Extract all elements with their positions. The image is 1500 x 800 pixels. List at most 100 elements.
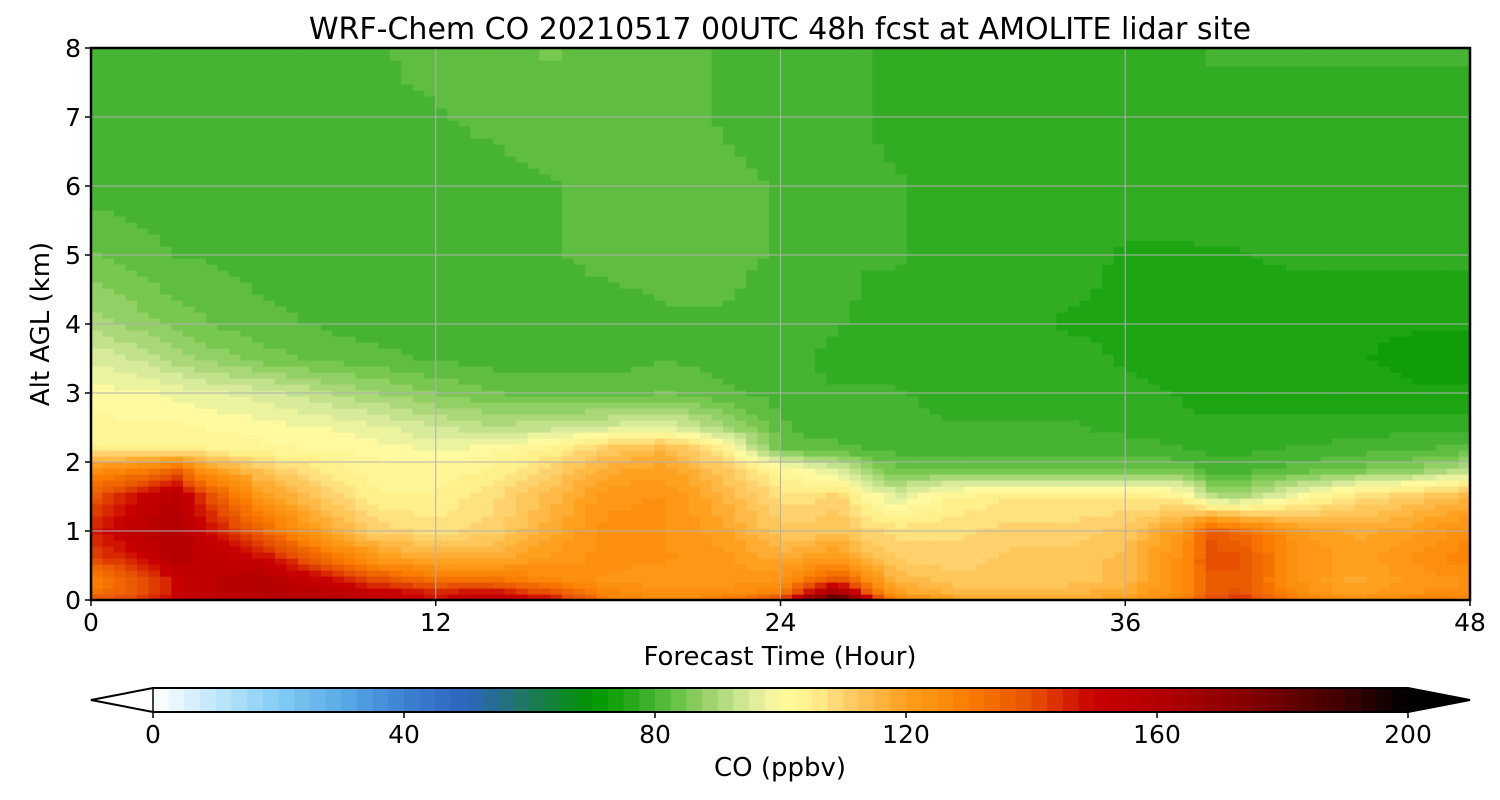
heatmap-cell [987, 516, 1000, 523]
heatmap-cell [1366, 492, 1379, 499]
heatmap-cell [1378, 432, 1391, 439]
heatmap-cell [91, 498, 104, 505]
heatmap-cell [769, 534, 782, 541]
heatmap-cell [780, 378, 793, 385]
heatmap-cell [711, 552, 724, 559]
heatmap-cell [320, 498, 333, 505]
heatmap-cell [573, 522, 586, 529]
heatmap-cell [918, 396, 931, 403]
heatmap-cell [688, 498, 701, 505]
heatmap-cell [1159, 516, 1172, 523]
heatmap-cell [470, 558, 483, 565]
heatmap-cell [688, 564, 701, 571]
heatmap-cell [1159, 420, 1172, 427]
heatmap-cell [642, 474, 655, 481]
heatmap-cell [1320, 426, 1333, 433]
heatmap-cell [1056, 522, 1069, 529]
heatmap-cell [286, 540, 299, 547]
heatmap-cell [504, 444, 517, 451]
heatmap-cell [573, 564, 586, 571]
heatmap-cell [217, 480, 230, 487]
heatmap-cell [1401, 510, 1414, 517]
heatmap-cell [723, 372, 736, 379]
heatmap-cell [1171, 444, 1184, 451]
heatmap-cell [1217, 450, 1230, 457]
heatmap-cell [1389, 432, 1402, 439]
heatmap-cell [378, 408, 391, 415]
heatmap-cell [1194, 504, 1207, 511]
heatmap-cell [665, 372, 678, 379]
heatmap-cell [769, 474, 782, 481]
heatmap-cell [1412, 570, 1425, 577]
heatmap-cell [929, 498, 942, 505]
heatmap-cell [447, 498, 460, 505]
heatmap-cell [435, 594, 448, 600]
heatmap-cell [1447, 426, 1460, 433]
heatmap-cell [320, 378, 333, 385]
heatmap-cell [700, 474, 713, 481]
heatmap-cell [642, 552, 655, 559]
heatmap-cell [1033, 444, 1046, 451]
heatmap-cell [849, 378, 862, 385]
heatmap-cell [550, 510, 563, 517]
heatmap-cell [263, 558, 276, 565]
heatmap-cell [148, 468, 161, 475]
heatmap-cell [1447, 420, 1460, 427]
heatmap-cell [1297, 396, 1310, 403]
heatmap-cell [504, 474, 517, 481]
heatmap-cell [803, 414, 816, 421]
heatmap-cell [929, 486, 942, 493]
heatmap-cell [906, 588, 919, 595]
heatmap-cell [389, 354, 402, 361]
heatmap-cell [1366, 486, 1379, 493]
heatmap-cell [401, 348, 414, 355]
heatmap-cell [826, 426, 839, 433]
heatmap-cell [596, 594, 609, 600]
heatmap-cell [631, 426, 644, 433]
heatmap-cell [1378, 438, 1391, 445]
heatmap-cell [171, 534, 184, 541]
heatmap-cell [780, 402, 793, 409]
heatmap-cell [1297, 486, 1310, 493]
heatmap-cell [366, 354, 379, 361]
heatmap-cell [1159, 468, 1172, 475]
heatmap-cell [504, 594, 517, 600]
heatmap-cell [734, 444, 747, 451]
heatmap-cell [297, 396, 310, 403]
heatmap-cell [125, 426, 138, 433]
heatmap-cell [1435, 564, 1448, 571]
heatmap-cell [780, 504, 793, 511]
heatmap-cell [757, 348, 770, 355]
heatmap-cell [964, 462, 977, 469]
heatmap-cell [228, 540, 241, 547]
heatmap-cell [906, 402, 919, 409]
heatmap-cell [1263, 354, 1276, 361]
heatmap-cell [125, 564, 138, 571]
heatmap-cell [883, 588, 897, 595]
heatmap-cell [998, 516, 1011, 523]
heatmap-cell [435, 372, 448, 379]
heatmap-cell [573, 408, 586, 415]
heatmap-cell [1263, 420, 1276, 427]
heatmap-cell [769, 492, 782, 499]
heatmap-cell [573, 360, 586, 367]
heatmap-cell [619, 432, 632, 439]
heatmap-cell [803, 564, 816, 571]
heatmap-cell [286, 474, 299, 481]
heatmap-cell [1251, 396, 1264, 403]
heatmap-cell [378, 474, 391, 481]
heatmap-cell [1217, 540, 1230, 547]
heatmap-cell [895, 522, 908, 529]
heatmap-cell [803, 486, 816, 493]
heatmap-cell [1228, 510, 1241, 517]
heatmap-cell [550, 456, 563, 463]
heatmap-cell [447, 438, 460, 445]
heatmap-cell [895, 486, 908, 493]
heatmap-cell [159, 516, 173, 523]
heatmap-cell [1320, 414, 1333, 421]
heatmap-cell [378, 372, 391, 379]
heatmap-cell [1251, 426, 1264, 433]
heatmap-cell [1355, 582, 1368, 589]
heatmap-cell [1343, 468, 1356, 475]
heatmap-cell [642, 366, 655, 373]
